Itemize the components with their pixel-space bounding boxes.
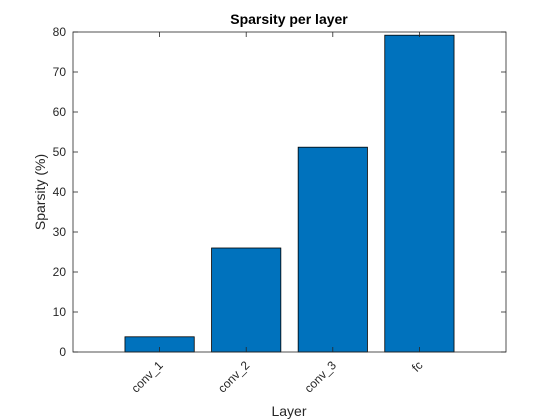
y-tick-label: 60: [53, 105, 67, 119]
y-tick-label: 20: [53, 265, 67, 279]
y-tick-label: 10: [53, 305, 67, 319]
y-tick-label: 70: [53, 65, 67, 79]
y-axis-title: Sparsity (%): [32, 154, 48, 230]
y-tick-label: 50: [53, 145, 67, 159]
y-tick-label: 30: [53, 225, 67, 239]
y-tick-label: 40: [53, 185, 67, 199]
x-tick-label-conv_3: conv_3: [302, 358, 339, 395]
bar-conv_3: [297, 146, 368, 353]
chart-title: Sparsity per layer: [230, 11, 348, 27]
bar-conv_2: [211, 247, 282, 353]
x-tick-label-conv_1: conv_1: [128, 358, 165, 395]
y-tick-label: 0: [59, 345, 66, 359]
y-tick-label: 80: [53, 25, 67, 39]
bar-fc: [384, 34, 455, 353]
x-axis-title: Layer: [271, 403, 306, 419]
x-tick-label-conv_2: conv_2: [215, 358, 252, 395]
x-tick-label-fc: fc: [409, 358, 426, 375]
